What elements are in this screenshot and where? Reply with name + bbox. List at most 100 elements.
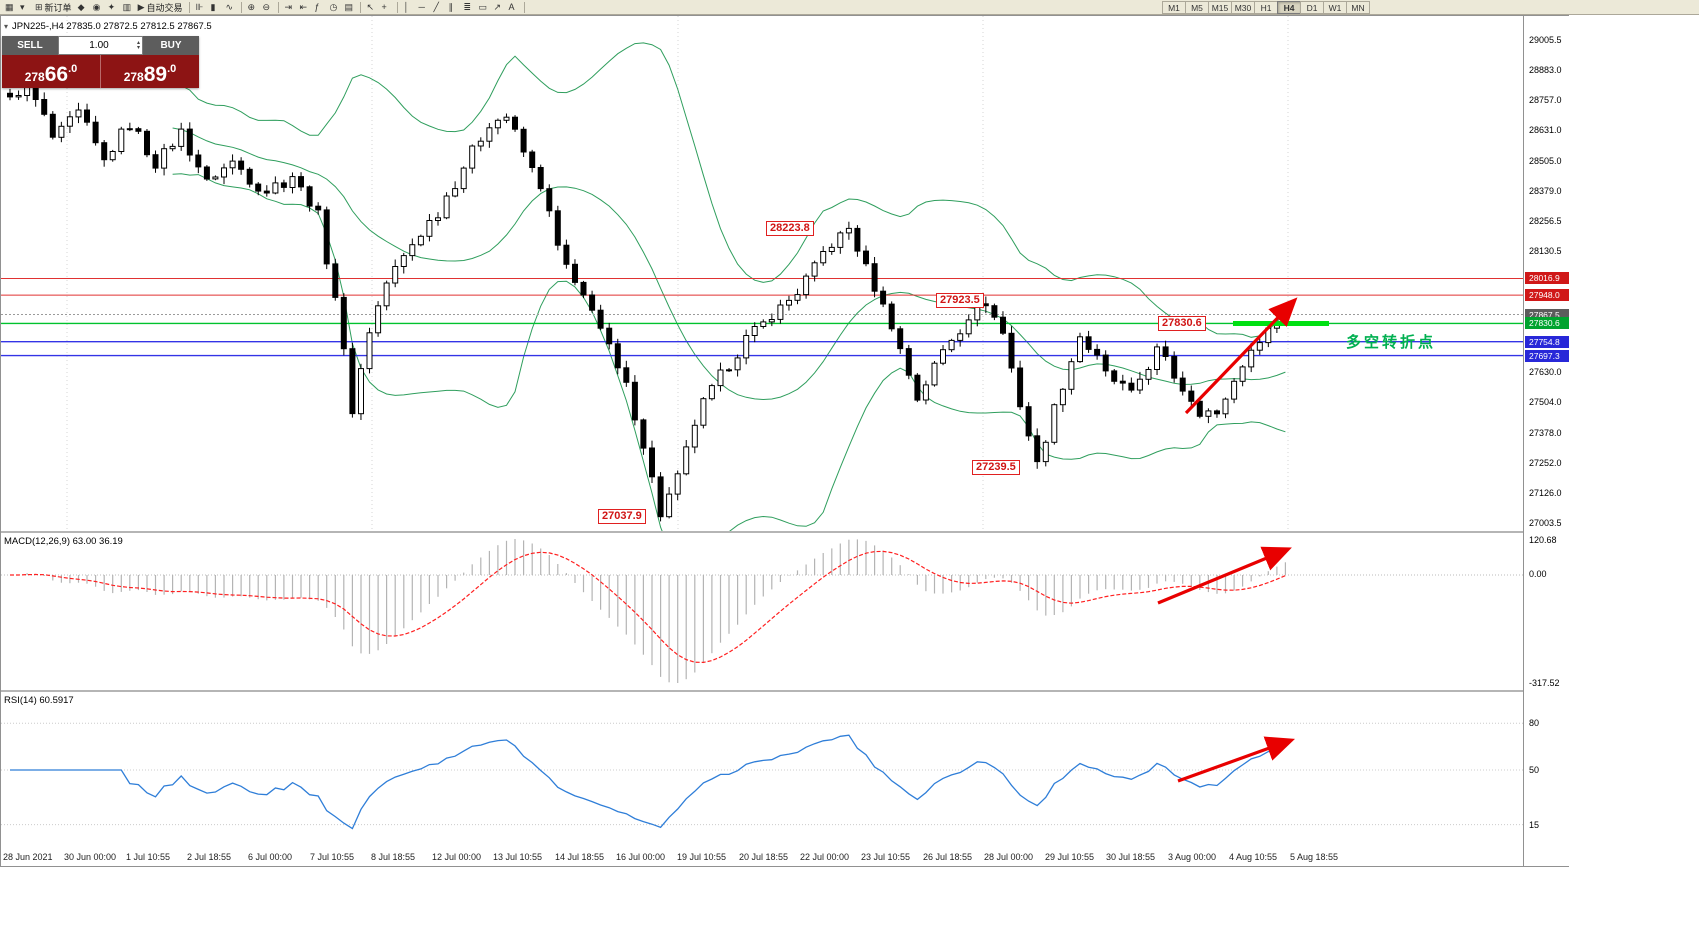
sell-price-decimal: .0	[68, 63, 78, 75]
trendline-button[interactable]: ╱	[431, 1, 446, 14]
volume-spinner[interactable]: ▴ ▾	[136, 39, 140, 51]
line-chart-button[interactable]: ∿	[223, 1, 238, 14]
arrows-tool-button[interactable]: ↗	[491, 1, 506, 14]
timeframe-m1-button[interactable]: M1	[1162, 1, 1186, 14]
time-axis-label: 28 Jul 00:00	[984, 852, 1034, 862]
timeframe-m5-button[interactable]: M5	[1185, 1, 1209, 14]
timeframe-m30-button[interactable]: M30	[1231, 1, 1255, 14]
new-order-button[interactable]: ⊞ 新订单	[32, 1, 75, 14]
price-scale-tick: 27378.0	[1529, 428, 1562, 438]
time-axis-label: 12 Jul 00:00	[432, 852, 482, 862]
autotrading-icon: ▶	[137, 2, 145, 12]
autotrading-button[interactable]: ▶ 自动交易	[135, 1, 186, 14]
panel-separator-macd[interactable]	[1, 531, 1523, 533]
macd-chart[interactable]	[1, 533, 1523, 690]
price-annotation-label[interactable]: 28223.8	[766, 221, 814, 236]
symbol-info: ▾ JPN225-,H4 27835.0 27872.5 27812.5 278…	[4, 19, 212, 33]
price-scale-tick: 27504.0	[1529, 397, 1562, 407]
zoom-in-button[interactable]: ⊕	[245, 1, 260, 14]
toolbar-separator	[240, 1, 242, 13]
chart-shift-icon: ⇤	[299, 2, 308, 12]
rsi-chart[interactable]	[1, 692, 1523, 848]
terminal-button[interactable]: ▥	[120, 1, 135, 14]
zoom-out-button[interactable]: ⊖	[260, 1, 275, 14]
price-scale-tick: 28631.0	[1529, 125, 1562, 135]
periods-button[interactable]: ◷	[327, 1, 342, 14]
volume-field[interactable]: 1.00 ▴ ▾	[58, 36, 143, 55]
navigator-button[interactable]: ✦	[105, 1, 120, 14]
candlestick-chart[interactable]	[1, 16, 1523, 531]
price-annotation-label[interactable]: 27239.5	[972, 460, 1020, 475]
templates-button[interactable]: ▤	[342, 1, 357, 14]
time-axis-label: 28 Jun 2021	[3, 852, 53, 862]
toolbar-separator	[277, 1, 279, 13]
candlestick-chart-button[interactable]: ▮	[208, 1, 223, 14]
support-zone-highlight[interactable]	[1233, 321, 1329, 326]
price-scale[interactable]: 29005.5 28883.0 28757.0 28631.0 28505.0 28379…	[1523, 16, 1569, 866]
equidistant-channel-button[interactable]: ∥	[446, 1, 461, 14]
buy-price[interactable]: 278 89.0	[101, 55, 199, 88]
rsi-scale-tick: 15	[1529, 820, 1540, 830]
shapes-button[interactable]: ▭	[476, 1, 491, 14]
volume-up-icon[interactable]: ▴	[136, 39, 140, 46]
rsi-panel[interactable]	[1, 692, 1523, 848]
chart-shift-button[interactable]: ⇤	[297, 1, 312, 14]
sell-price[interactable]: 278 66.0	[2, 55, 101, 88]
timeframe-h4-button[interactable]: H4	[1277, 1, 1301, 14]
price-annotation-label[interactable]: 27923.5	[936, 293, 984, 308]
market-watch-button[interactable]: ◉	[90, 1, 105, 14]
toolbar-separator	[359, 1, 361, 13]
time-axis-label: 22 Jul 00:00	[800, 852, 850, 862]
time-axis-label: 26 Jul 18:55	[923, 852, 973, 862]
one-click-collapse-icon[interactable]: ▾	[4, 21, 9, 31]
vertical-line-button[interactable]: │	[401, 1, 416, 14]
equidistant-channel-icon: ∥	[448, 2, 454, 12]
volume-down-icon[interactable]: ▾	[136, 44, 140, 51]
toolbar-separator	[396, 1, 398, 13]
navigator-icon: ✦	[107, 2, 116, 12]
indicators-button[interactable]: ƒ	[312, 1, 327, 14]
new-chart-button[interactable]: ▦	[2, 1, 17, 14]
panel-separator-rsi[interactable]	[1, 690, 1523, 692]
price-scale-tick: 28379.0	[1529, 186, 1562, 196]
market-watch-icon: ◉	[92, 2, 101, 12]
auto-scroll-button[interactable]: ⇥	[282, 1, 297, 14]
timeframe-w1-button[interactable]: W1	[1323, 1, 1347, 14]
timeframe-m15-button[interactable]: M15	[1208, 1, 1232, 14]
toolbar-separator	[188, 1, 190, 13]
timeframe-d1-button[interactable]: D1	[1300, 1, 1324, 14]
price-scale-tick: 27252.0	[1529, 458, 1562, 468]
sell-price-big-digits: 66	[44, 63, 69, 86]
text-tool-button[interactable]: A	[506, 1, 521, 14]
timeframe-toolbar: M1 M5 M15 M30 H1 H4 D1 W1 MN	[1162, 1, 1370, 14]
metaeditor-button[interactable]: ◆	[75, 1, 90, 14]
fibonacci-button[interactable]: ≣	[461, 1, 476, 14]
zoom-in-icon: ⊕	[247, 2, 256, 12]
templates-icon: ▤	[344, 2, 354, 12]
horizontal-line-button[interactable]: ─	[416, 1, 431, 14]
price-level-box: 27948.0	[1525, 289, 1569, 301]
macd-panel[interactable]	[1, 533, 1523, 690]
price-scale-tick: 28757.0	[1529, 95, 1562, 105]
price-annotation-label[interactable]: 27830.6	[1158, 316, 1206, 331]
bar-chart-icon: ⊪	[195, 2, 204, 12]
timeframe-mn-button[interactable]: MN	[1346, 1, 1370, 14]
cursor-button[interactable]: ↖	[364, 1, 379, 14]
toolbar-separator	[523, 1, 525, 13]
price-level-box: 27830.6	[1525, 317, 1569, 329]
time-axis[interactable]: 28 Jun 2021 30 Jun 00:00 1 Jul 10:55 2 Jul …	[1, 849, 1523, 866]
timeframe-h1-button[interactable]: H1	[1254, 1, 1278, 14]
metaeditor-icon: ◆	[77, 2, 85, 12]
price-annotation-label[interactable]: 27037.9	[598, 509, 646, 524]
crosshair-button[interactable]: +	[379, 1, 394, 14]
rsi-scale-tick: 50	[1529, 765, 1540, 775]
main-chart-panel[interactable]	[1, 16, 1523, 531]
rsi-scale-tick: 80	[1529, 718, 1540, 728]
buy-button[interactable]: BUY	[143, 36, 199, 55]
price-scale-tick: 27630.0	[1529, 367, 1562, 377]
crosshair-icon: +	[381, 2, 387, 12]
price-scale-tick: 27003.5	[1529, 518, 1562, 528]
profiles-button[interactable]: ▾	[17, 1, 32, 14]
sell-button[interactable]: SELL	[2, 36, 58, 55]
bar-chart-button[interactable]: ⊪	[193, 1, 208, 14]
